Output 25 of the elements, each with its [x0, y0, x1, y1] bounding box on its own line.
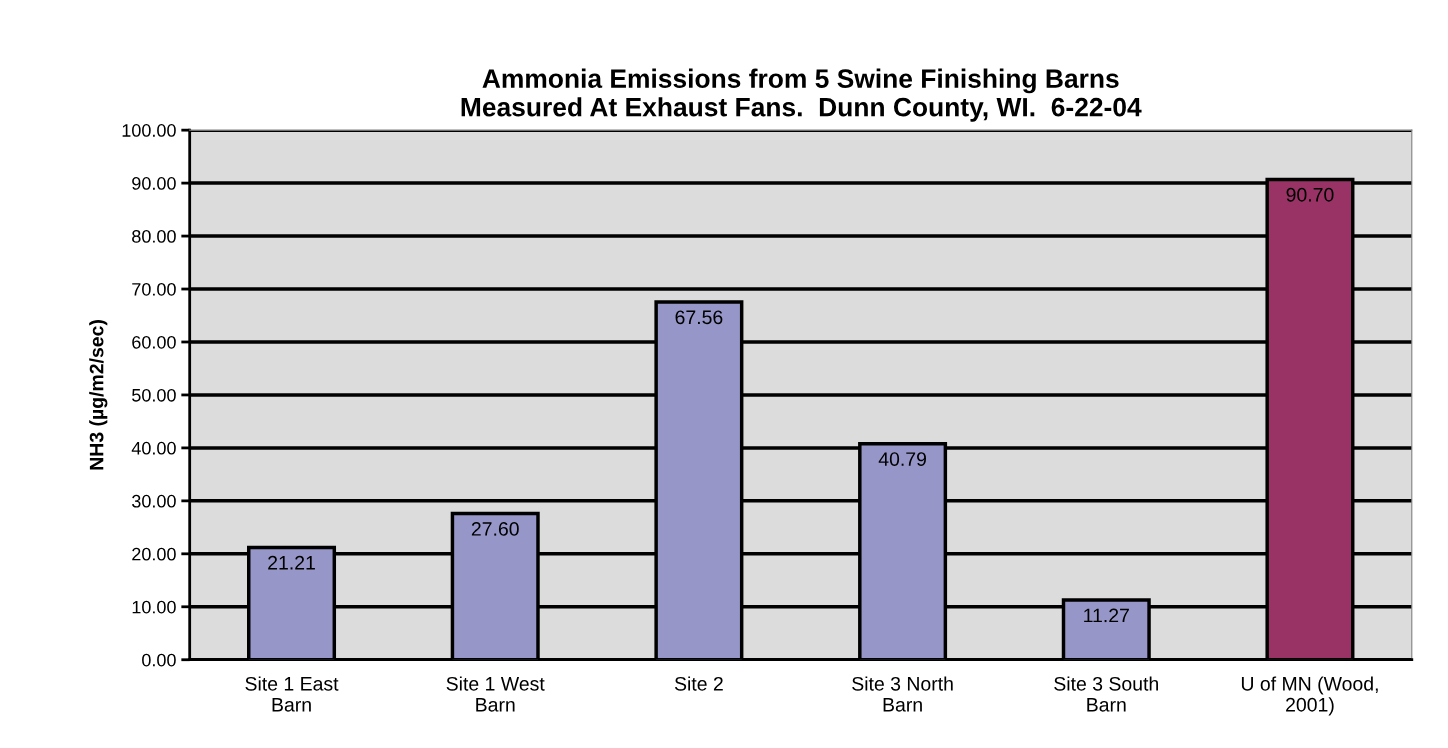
x-tick-label: Site 1 West Barn [446, 676, 545, 712]
x-tick-label: Site 3 South Barn [1054, 676, 1158, 712]
y-tick-label: 100.00 [122, 124, 176, 137]
x-tick-label: Site 2 [674, 676, 723, 691]
y-axis-title: NH3 (µg/m2/sec) [89, 320, 108, 470]
y-tick-label: 90.00 [132, 177, 176, 190]
y-tick-label: 50.00 [132, 388, 176, 402]
y-tick-label: 70.00 [132, 282, 176, 296]
y-tick-label: 0.00 [142, 653, 176, 667]
x-tick-label: U of MN (Wood, 2001) [1241, 676, 1378, 716]
data-label: 27.60 [471, 522, 519, 536]
data-label: 11.27 [1084, 608, 1129, 623]
y-tick-label: 30.00 [132, 494, 176, 508]
y-tick-label: 80.00 [132, 230, 176, 243]
y-tick-label: 10.00 [132, 600, 176, 614]
chart-title: Ammonia Emissions from 5 Swine Finishing Barns Measured At Exhaust Fans. Dunn County, WI. 6-22-04 [461, 68, 1142, 122]
y-tick-label: 60.00 [132, 335, 176, 349]
data-label: 67.56 [675, 310, 723, 325]
x-tick-label: Site 3 North Barn [852, 676, 953, 712]
data-label: 21.21 [268, 555, 315, 570]
data-label: 40.79 [878, 452, 926, 466]
data-label: 90.70 [1286, 187, 1334, 202]
y-tick-label: 40.00 [131, 441, 176, 455]
y-tick-label: 20.00 [132, 547, 176, 561]
x-tick-label: Site 1 East Barn [245, 676, 339, 712]
